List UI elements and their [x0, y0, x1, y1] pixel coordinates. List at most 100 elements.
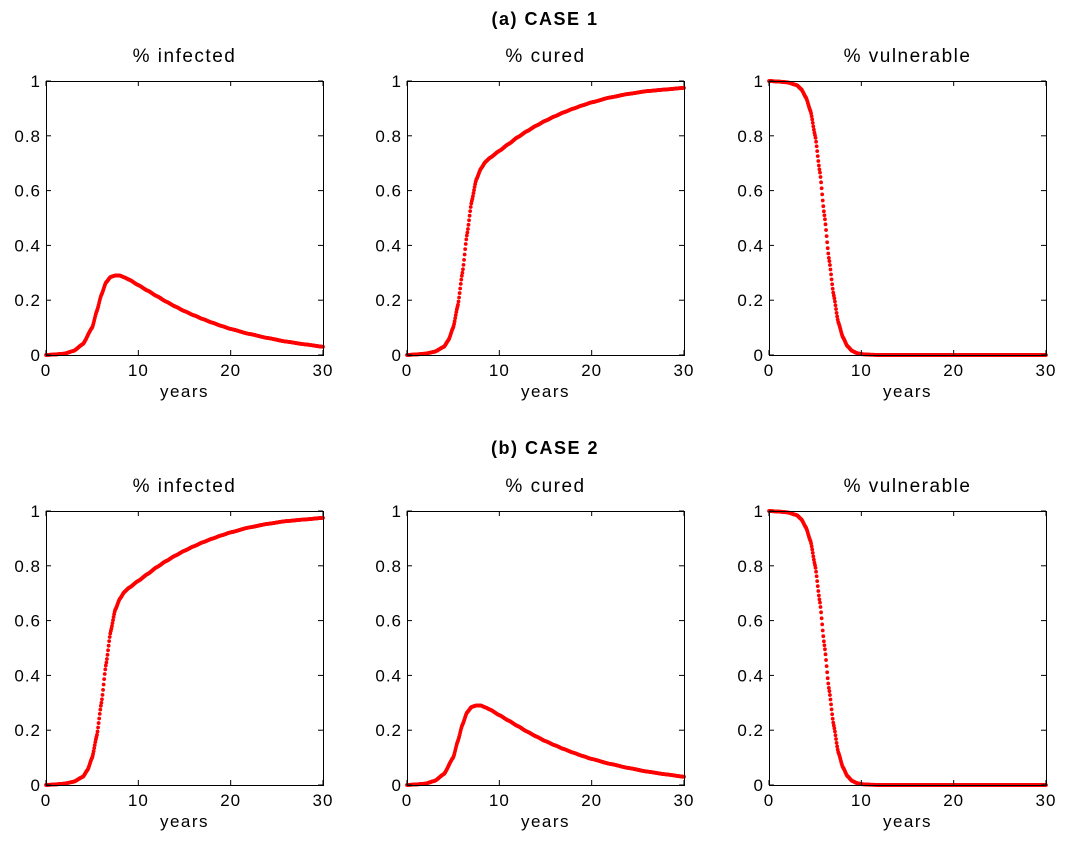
data-point	[472, 188, 476, 192]
data-point	[111, 618, 115, 622]
data-point	[458, 286, 463, 291]
data-point	[816, 159, 821, 163]
y-tick-label: 0.8	[14, 557, 41, 576]
data-point	[828, 267, 833, 272]
data-point	[831, 720, 836, 725]
data-point	[461, 267, 465, 272]
x-axis-label: years	[521, 812, 570, 831]
data-point	[828, 697, 833, 702]
y-tick-label: 0.6	[375, 182, 402, 201]
data-point	[821, 634, 826, 639]
x-tick-label: 0	[764, 361, 774, 380]
data-point	[464, 233, 469, 238]
x-axis-label: years	[160, 812, 209, 831]
data-point	[829, 702, 833, 707]
data-point	[464, 237, 469, 242]
x-tick-label: 0	[764, 791, 774, 810]
series-points	[44, 515, 325, 787]
data-point	[819, 186, 824, 191]
data-point	[452, 319, 457, 324]
data-point	[809, 114, 814, 119]
data-point	[810, 117, 815, 122]
data-point	[809, 544, 814, 549]
x-tick-label: 20	[943, 791, 964, 810]
x-axis-label: years	[160, 382, 209, 401]
chart-panel-0-0: % infected 0 10 20 30 0 0.2 0.4 0.6 0.8 1 years	[14, 46, 334, 401]
y-tick-label: 0.4	[375, 666, 402, 685]
y-tick-label: 0.6	[737, 182, 764, 201]
y-tick-label: 0.8	[375, 557, 402, 576]
panel-title: % vulnerable	[844, 46, 972, 67]
data-point	[834, 307, 838, 311]
y-tick-label: 1	[754, 72, 764, 91]
x-tick-label: 20	[581, 791, 602, 810]
data-point	[825, 676, 830, 681]
data-point	[827, 259, 832, 264]
data-point	[106, 643, 111, 648]
y-tick-label: 0	[392, 346, 402, 365]
x-tick-label: 10	[128, 361, 149, 380]
x-tick-label: 0	[402, 791, 412, 810]
data-point	[826, 251, 831, 256]
data-point	[819, 610, 823, 615]
data-point	[830, 282, 835, 287]
x-tick-label: 10	[489, 791, 510, 810]
y-tick-label: 0.2	[14, 291, 41, 310]
y-tick-label: 0.6	[737, 612, 764, 631]
data-point	[105, 652, 110, 657]
y-tick-label: 1	[31, 72, 41, 91]
data-point	[824, 228, 828, 232]
data-point	[815, 149, 820, 154]
data-point	[811, 557, 816, 562]
chart-panel-1-2: % vulnerable 0 10 20 30 0 0.2 0.4 0.6 0.8 1 years	[737, 476, 1055, 831]
data-point	[834, 310, 839, 315]
data-point	[815, 154, 820, 159]
data-point	[810, 120, 815, 125]
data-point	[819, 180, 823, 185]
data-point	[103, 667, 108, 672]
y-tick-label: 0.4	[14, 666, 41, 685]
data-point	[816, 589, 821, 593]
data-point	[825, 670, 830, 675]
x-tick-label: 20	[581, 361, 602, 380]
panel-title: % infected	[133, 476, 237, 497]
chart-panel-1-1: % cured 0 10 20 30 0 0.2 0.4 0.6 0.8 1 years	[375, 476, 693, 831]
axes-frame	[46, 511, 324, 786]
data-point	[823, 652, 828, 657]
data-point	[834, 740, 839, 745]
y-tick-label: 0.2	[737, 721, 764, 740]
data-point	[809, 541, 813, 546]
data-point	[825, 246, 830, 251]
data-point	[821, 204, 826, 209]
data-point	[835, 744, 840, 749]
y-tick-label: 0.8	[375, 127, 402, 146]
data-point	[101, 682, 106, 687]
y-tick-label: 0	[754, 346, 764, 365]
data-point	[95, 729, 100, 734]
data-point	[818, 600, 822, 605]
data-point	[98, 703, 103, 708]
y-tick-label: 0.8	[737, 557, 764, 576]
y-tick-label: 0.6	[14, 612, 41, 631]
data-point	[107, 635, 112, 639]
data-point	[832, 726, 837, 731]
x-tick-label: 10	[851, 791, 872, 810]
data-point	[811, 124, 816, 129]
data-point	[96, 721, 101, 725]
chart-panel-0-1: % cured 0 10 20 30 0 0.2 0.4 0.6 0.8 1 years	[375, 46, 693, 401]
data-point	[826, 685, 831, 690]
data-point	[811, 554, 816, 559]
y-tick-label: 0.2	[14, 721, 41, 740]
data-point	[462, 257, 466, 262]
data-point	[820, 622, 825, 627]
x-tick-label: 30	[313, 361, 334, 380]
y-tick-label: 0.8	[14, 127, 41, 146]
data-point	[111, 615, 116, 619]
axes-frame	[769, 511, 1047, 786]
x-tick-label: 30	[1036, 361, 1057, 380]
x-tick-label: 0	[41, 361, 51, 380]
data-point	[818, 175, 823, 179]
data-point	[456, 299, 461, 304]
data-point	[810, 550, 815, 555]
